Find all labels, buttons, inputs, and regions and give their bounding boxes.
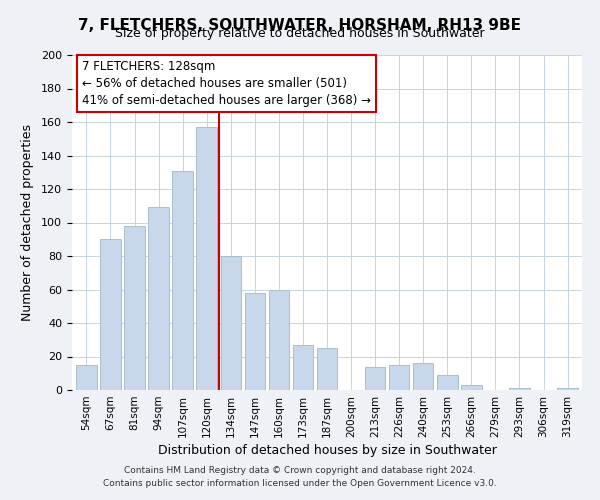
Bar [148,208,169,390]
Bar [293,345,313,390]
Bar [317,348,337,390]
Bar [269,290,289,390]
Bar [413,363,433,390]
Bar [221,256,241,390]
Bar [124,226,145,390]
Bar [461,385,482,390]
Y-axis label: Number of detached properties: Number of detached properties [21,124,34,321]
Text: Contains HM Land Registry data © Crown copyright and database right 2024.
Contai: Contains HM Land Registry data © Crown c… [103,466,497,487]
Text: 7, FLETCHERS, SOUTHWATER, HORSHAM, RH13 9BE: 7, FLETCHERS, SOUTHWATER, HORSHAM, RH13 … [79,18,521,32]
Bar [557,388,578,390]
Text: 7 FLETCHERS: 128sqm
← 56% of detached houses are smaller (501)
41% of semi-detac: 7 FLETCHERS: 128sqm ← 56% of detached ho… [82,60,371,107]
Bar [100,240,121,390]
Bar [172,170,193,390]
Bar [196,127,217,390]
Bar [76,365,97,390]
Bar [389,365,409,390]
Bar [437,375,458,390]
Bar [245,293,265,390]
Bar [365,366,385,390]
Bar [509,388,530,390]
Text: Size of property relative to detached houses in Southwater: Size of property relative to detached ho… [115,28,485,40]
X-axis label: Distribution of detached houses by size in Southwater: Distribution of detached houses by size … [158,444,496,457]
